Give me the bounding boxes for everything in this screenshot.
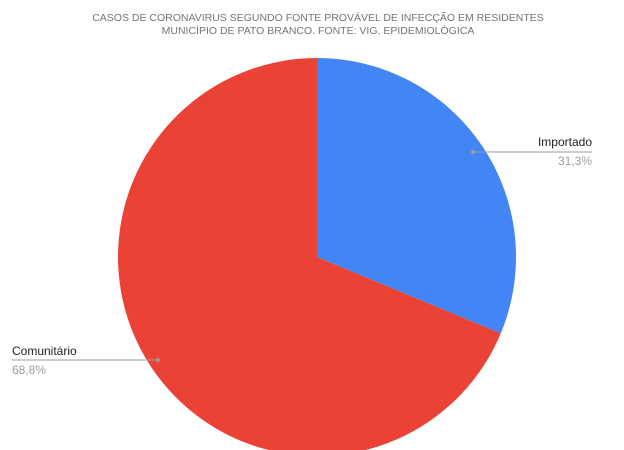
pie-slice-comunitario — [117, 58, 501, 450]
slice-percent-importado: 31,3% — [558, 154, 592, 168]
slice-label-importado: Importado — [538, 135, 592, 149]
slice-label-comunitario: Comunitário — [12, 344, 77, 358]
pie-slice-importado — [317, 58, 516, 334]
slice-percent-comunitario: 68,8% — [12, 363, 46, 377]
chart-title-line-1: CASOS DE CORONAVIRUS SEGUNDO FONTE PROVÁ… — [92, 11, 544, 24]
leader-dot-importado — [471, 150, 475, 154]
chart-title-line-2: MUNICÍPIO DE PATO BRANCO. FONTE: VIG. EP… — [162, 24, 475, 37]
leader-dot-comunitario — [156, 358, 160, 362]
